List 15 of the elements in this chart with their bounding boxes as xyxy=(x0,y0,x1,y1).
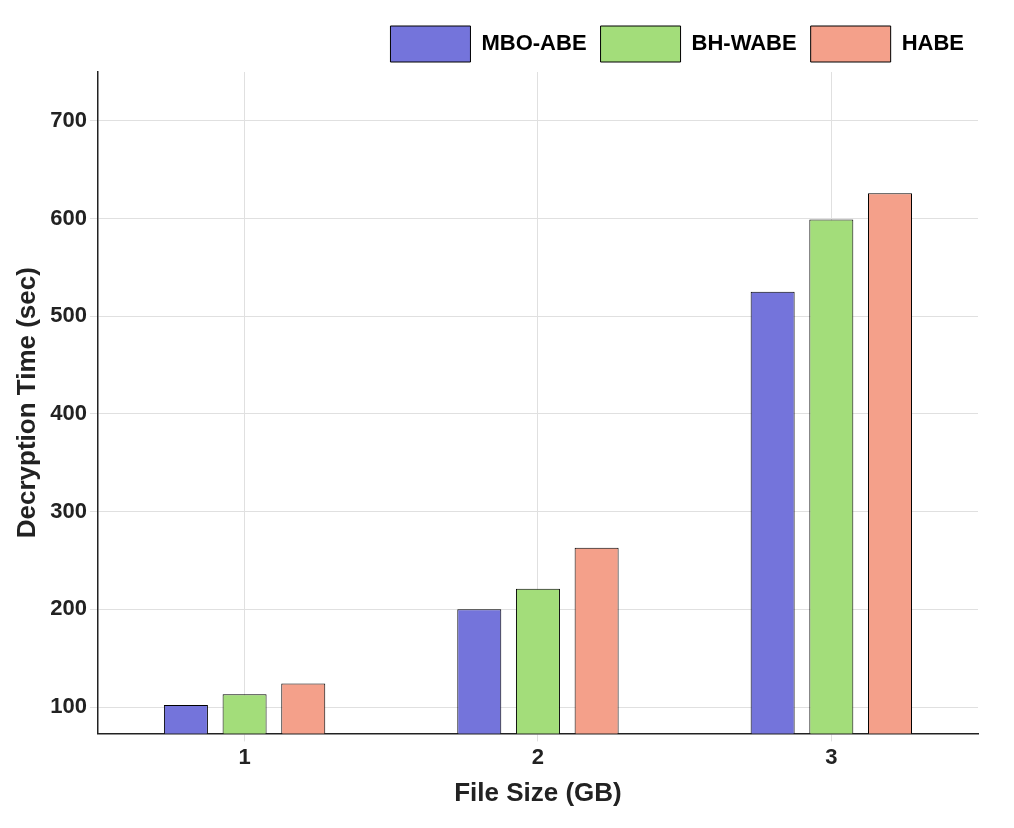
y-tick-label: 200 xyxy=(50,595,87,621)
x-tick-label: 1 xyxy=(238,743,251,769)
y-tick-label: 700 xyxy=(50,106,87,132)
y-tick-label: 300 xyxy=(50,497,87,523)
y-axis-title: Decryption Time (sec) xyxy=(10,267,41,539)
legend-label: MBO-ABE xyxy=(481,30,587,56)
legend-label: BH-WABE xyxy=(691,30,797,56)
y-tick-label: 100 xyxy=(50,693,87,719)
x-tick-label: 2 xyxy=(531,743,545,769)
legend-label: HABE xyxy=(901,30,965,56)
y-tick-label: 500 xyxy=(50,302,87,328)
x-tick-label: 3 xyxy=(825,743,838,769)
y-tick-label: 400 xyxy=(50,400,87,425)
y-tick-label: 600 xyxy=(50,204,87,230)
x-axis-title: File Size (GB) xyxy=(454,776,622,807)
